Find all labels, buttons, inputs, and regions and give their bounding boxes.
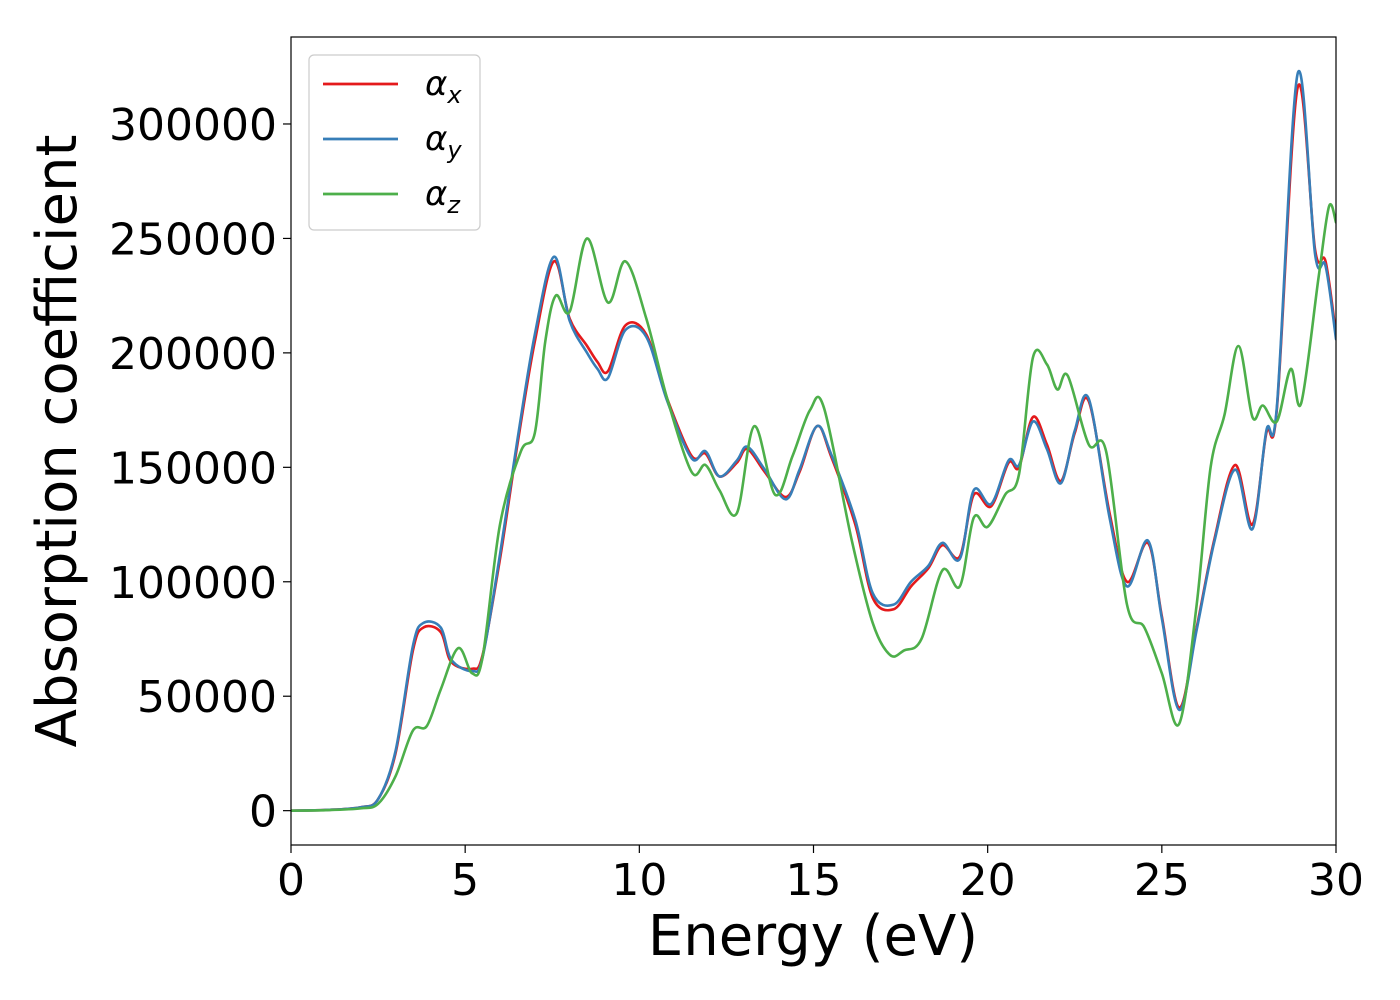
y-tick-label: 250000 xyxy=(109,214,277,265)
ticks-layer: 0 5 10 15 20 25 30 0 50000 100000 150000 200000 2500… xyxy=(109,100,1364,906)
x-tick-label: 0 xyxy=(277,855,305,906)
legend-label-y: αy xyxy=(425,119,462,164)
x-tick-label: 15 xyxy=(786,855,842,906)
y-tick-label: 150000 xyxy=(109,443,277,494)
series-line-z xyxy=(291,203,1336,812)
legend-label-x: αx xyxy=(425,64,462,109)
legend: αx αy αz xyxy=(308,54,481,231)
x-tick-label: 25 xyxy=(1134,855,1190,906)
series-layer xyxy=(291,69,1336,812)
x-tick-label: 10 xyxy=(611,855,667,906)
y-axis-label: Absorption coefficient xyxy=(25,135,90,748)
series-line-y xyxy=(291,69,1336,812)
x-tick-label: 30 xyxy=(1308,855,1364,906)
y-tick-label: 200000 xyxy=(109,329,277,380)
y-tick-label: 0 xyxy=(249,787,277,838)
y-tick-label: 50000 xyxy=(137,672,277,723)
y-tick-label: 100000 xyxy=(109,558,277,609)
y-tick-label: 300000 xyxy=(109,100,277,151)
legend-label-z: αz xyxy=(425,174,461,219)
x-tick-label: 5 xyxy=(451,855,479,906)
x-tick-label: 20 xyxy=(960,855,1016,906)
legend-box xyxy=(308,54,481,231)
x-axis-label: Energy (eV) xyxy=(648,904,978,969)
